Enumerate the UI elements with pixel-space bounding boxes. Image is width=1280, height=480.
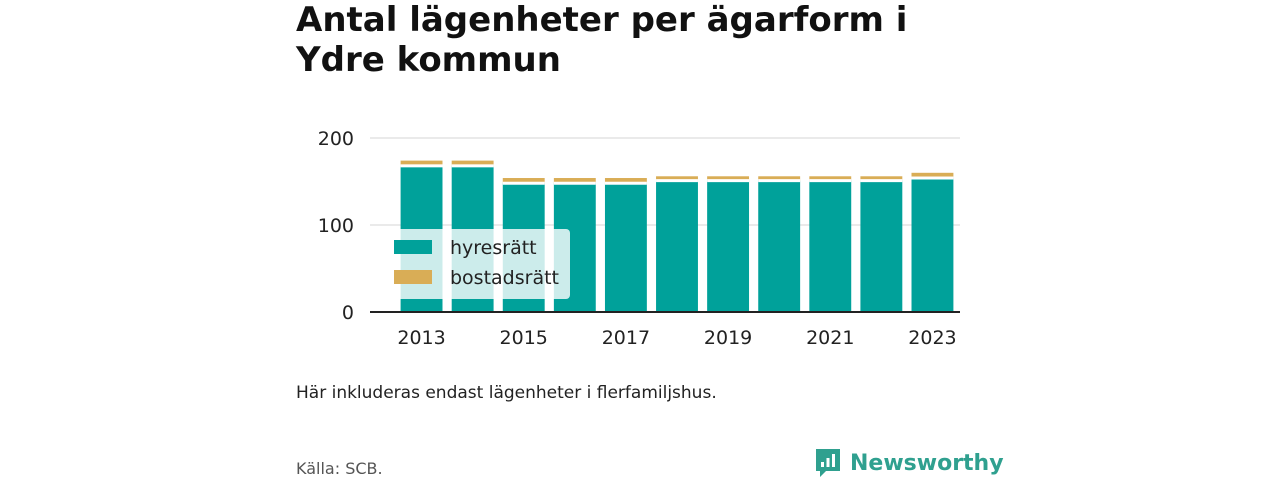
chart-note: Här inkluderas endast lägenheter i flerf…: [296, 383, 717, 403]
legend-label: bostadsrätt: [450, 267, 559, 289]
newsworthy-logo-icon: [816, 449, 840, 477]
stack-separator: [809, 179, 852, 183]
stack-separator: [553, 181, 596, 185]
bar-hyresratt: [707, 180, 750, 312]
x-tick-label: 2015: [500, 327, 548, 349]
bar-bostadsratt: [809, 176, 852, 181]
stack-separator: [911, 176, 954, 180]
legend-swatch: [394, 270, 432, 284]
bar-bostadsratt: [707, 176, 750, 181]
stack-separator: [451, 164, 494, 168]
stack-separator: [758, 179, 801, 183]
bar-hyresratt: [911, 178, 954, 312]
y-tick-label: 0: [342, 302, 354, 324]
stack-separator: [502, 181, 545, 185]
bar-bostadsratt: [656, 176, 698, 181]
bar-hyresratt: [656, 180, 698, 312]
legend-swatch: [394, 240, 432, 254]
bar-bostadsratt: [451, 160, 494, 166]
x-tick-label: 2013: [397, 327, 445, 349]
newsworthy-logo: Newsworthy: [814, 447, 1004, 479]
bar-bostadsratt: [502, 178, 545, 184]
stack-separator: [400, 164, 443, 168]
y-tick-label: 200: [318, 128, 354, 150]
bar-hyresratt: [860, 180, 903, 312]
chart-title: Antal lägenheter per ägarform i Ydre kom…: [296, 0, 908, 80]
y-tick-label: 100: [318, 215, 354, 237]
x-tick-label: 2023: [908, 327, 956, 349]
stack-separator: [707, 179, 750, 183]
legend-label: hyresrätt: [450, 237, 537, 259]
source-text: Källa: SCB.: [296, 459, 383, 478]
stack-separator: [656, 179, 698, 183]
bar-bostadsratt: [758, 176, 801, 181]
bar-hyresratt: [604, 183, 647, 312]
x-tick-label: 2017: [602, 327, 650, 349]
legend: hyresrätt bostadsrätt: [384, 229, 570, 299]
bar-hyresratt: [809, 180, 852, 312]
bar-bostadsratt: [860, 176, 903, 181]
bar-chart: 0 100 200 2013 2015 2017 2019 2021 2023 hyresrä…: [318, 128, 960, 349]
brand-name: Newsworthy: [850, 450, 1004, 476]
x-tick-label: 2019: [704, 327, 752, 349]
x-tick-label: 2021: [806, 327, 854, 349]
bar-bostadsratt: [400, 160, 443, 166]
x-tick-labels: 2013 2015 2017 2019 2021 2023: [397, 327, 956, 349]
bar-bostadsratt: [911, 172, 954, 179]
bar-hyresratt: [758, 180, 801, 312]
stack-separator: [604, 181, 647, 185]
stack-separator: [860, 179, 903, 183]
y-tick-labels: 0 100 200: [318, 128, 354, 324]
bar-bostadsratt: [553, 178, 596, 184]
bar-bostadsratt: [604, 178, 647, 184]
